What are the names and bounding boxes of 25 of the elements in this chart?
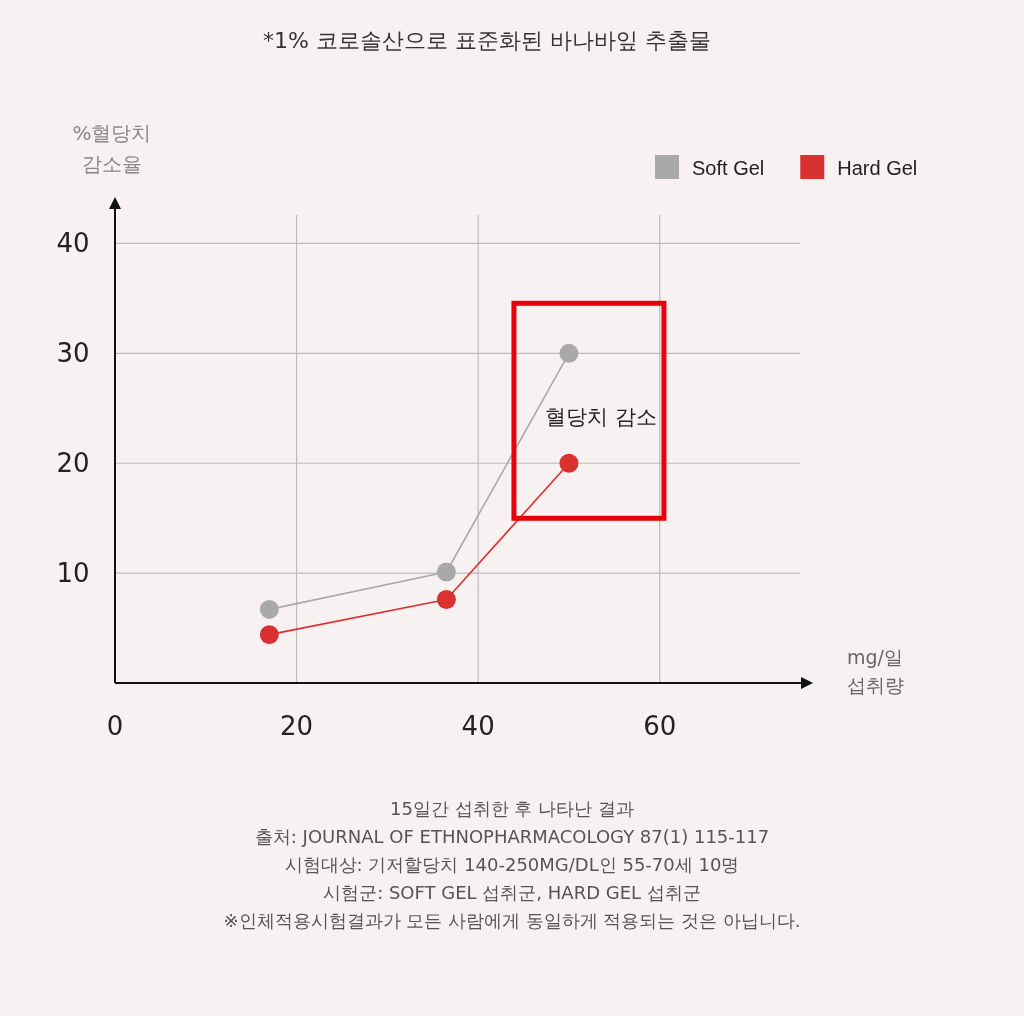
text: 시험군: SOFT GEL 섭취군, HARD GEL 섭취군 xyxy=(323,882,701,903)
chart-title: *1% 코로솔산으로 표준화된 바나바잎 추출물 xyxy=(263,28,711,53)
source-note: 출처: JOURNAL OF ETHNOPHARMACOLOGY 87(1) 115-117 xyxy=(254,826,770,847)
point xyxy=(436,562,456,582)
point xyxy=(259,599,279,619)
x-tick-label: 40 xyxy=(461,711,495,741)
y-tick-label: 40 xyxy=(56,228,90,259)
legend-label: Hard Gel xyxy=(837,157,918,179)
y-axis-title: %혈당치 감소율 xyxy=(72,121,152,176)
point xyxy=(559,453,579,473)
x-axis-title: mg/일 섭취량 xyxy=(846,646,904,696)
legend-label: Soft Gel xyxy=(692,157,765,179)
point xyxy=(259,625,279,645)
text: 시험대상: 기저할당치 140-250MG/DL인 55-70세 10명 xyxy=(284,854,740,875)
annotation: 혈당치 감소 xyxy=(545,405,657,430)
point xyxy=(436,589,456,609)
x-tick-label: 20 xyxy=(280,711,314,741)
x-tick-label: 0 xyxy=(106,711,124,741)
text: ※인체적용시험결과가 모든 사람에게 동일하게 적용되는 것은 아닙니다. xyxy=(223,910,801,931)
y-tick-label: 20 xyxy=(56,448,90,479)
y-tick-label: 10 xyxy=(56,558,90,589)
y-tick-label: 30 xyxy=(56,338,90,369)
text: 15일간 섭취한 후 나타난 결과 xyxy=(390,798,634,819)
point xyxy=(559,343,579,363)
x-tick-label: 60 xyxy=(643,711,677,741)
